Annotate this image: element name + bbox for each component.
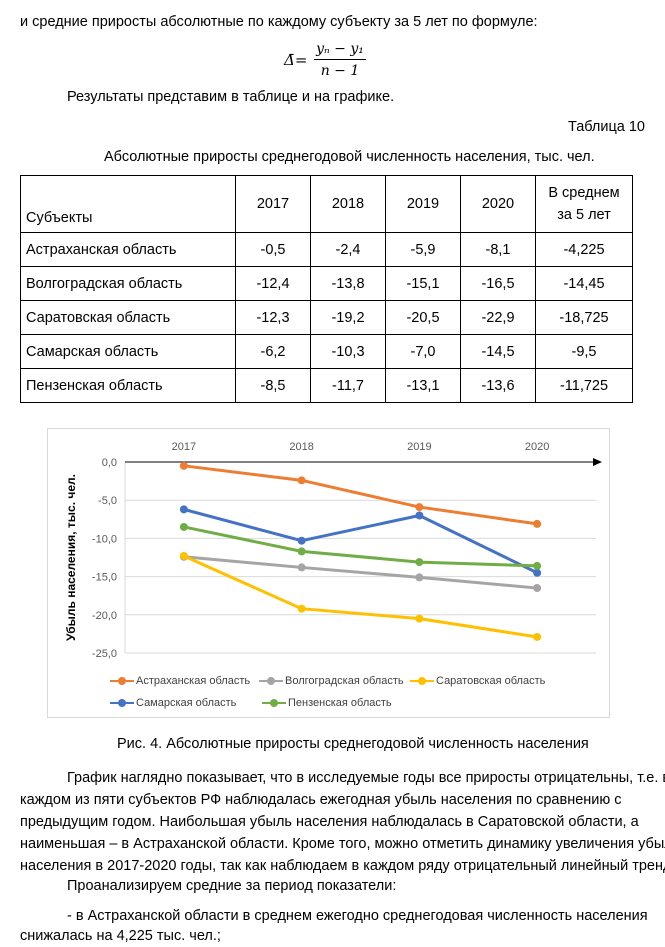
y-tick-label: -25,0 xyxy=(92,648,117,660)
legend-marker-icon xyxy=(262,699,286,707)
cell-value: -12,3 xyxy=(235,300,311,335)
data-point xyxy=(415,511,424,520)
cell-value: -12,4 xyxy=(235,266,311,301)
cell-value: -13,8 xyxy=(310,266,386,301)
series-line xyxy=(183,554,538,639)
cell-value: -2,4 xyxy=(310,232,386,267)
cell-value: -10,3 xyxy=(310,334,386,369)
legend-label: Астраханская область xyxy=(136,675,251,687)
data-point xyxy=(533,561,542,570)
data-point xyxy=(533,568,542,577)
cell-average: -14,45 xyxy=(535,266,633,301)
axis-arrow-icon xyxy=(593,458,602,466)
cell-average: -9,5 xyxy=(535,334,633,369)
astrakhan-note-line: снижалась на 4,225 тыс. чел.; xyxy=(20,928,221,944)
header-year-2017: 2017 xyxy=(235,175,311,233)
data-point xyxy=(415,558,424,567)
data-point xyxy=(297,604,306,613)
intro-text: и средние приросты абсолютные по каждому… xyxy=(20,14,538,30)
fraction-bar xyxy=(314,59,366,60)
chart-frame xyxy=(47,428,610,718)
series-line xyxy=(183,464,538,526)
data-point xyxy=(179,505,188,514)
astrakhan-note-line: - в Астраханской области в среднем ежего… xyxy=(67,908,648,924)
x-tick-label: 2020 xyxy=(525,441,549,453)
formula-lhs: Δ̄= xyxy=(284,51,308,69)
series-line xyxy=(183,525,538,568)
legend-marker-icon xyxy=(110,699,134,707)
cell-subject: Волгоградская область xyxy=(20,266,236,301)
x-tick-label: 2017 xyxy=(172,441,196,453)
results-text: Результаты представим в таблице и на гра… xyxy=(67,89,395,105)
cell-value: -16,5 xyxy=(460,266,536,301)
average-growth-formula: Δ̄= yₙ − y₁ n − 1 xyxy=(284,40,374,80)
data-point xyxy=(297,563,306,572)
legend-marker-icon xyxy=(410,677,434,685)
data-point xyxy=(415,573,424,582)
header-average: В среднем за 5 лет xyxy=(535,175,633,233)
data-point xyxy=(415,614,424,623)
series-line xyxy=(183,507,538,575)
data-point xyxy=(533,632,542,641)
cell-subject: Пензенская область xyxy=(20,368,236,403)
table-row: Пензенская область -8,5 -11,7 -13,1 -13,… xyxy=(20,368,633,403)
y-tick-label: -10,0 xyxy=(92,533,117,545)
cell-value: -22,9 xyxy=(460,300,536,335)
formula-numerator: yₙ − y₁ xyxy=(316,41,364,57)
cell-value: -13,1 xyxy=(385,368,461,403)
data-point xyxy=(179,461,188,470)
analysis-paragraph-line: График наглядно показывает, что в исслед… xyxy=(67,770,665,786)
data-point xyxy=(533,584,542,593)
data-point xyxy=(297,536,306,545)
legend-label: Волгоградская область xyxy=(285,675,404,687)
table-label: Таблица 10 xyxy=(567,119,645,135)
header-average-line1: В среднем xyxy=(548,185,620,201)
figure-caption: Рис. 4. Абсолютные приросты среднегодово… xyxy=(117,736,589,752)
data-point xyxy=(179,551,188,560)
legend-label: Самарская область xyxy=(136,697,237,709)
table-row: Самарская область -6,2 -10,3 -7,0 -14,5 … xyxy=(20,334,633,369)
averages-intro: Проанализируем средние за период показат… xyxy=(67,878,397,894)
cell-average: -4,225 xyxy=(535,232,633,267)
table-header-row: Субъекты 2017 2018 2019 2020 В среднем з… xyxy=(20,175,633,233)
legend-label: Саратовская область xyxy=(436,675,546,687)
table-row: Саратовская область -12,3 -19,2 -20,5 -2… xyxy=(20,300,633,335)
cell-value: -13,6 xyxy=(460,368,536,403)
x-tick-label: 2019 xyxy=(407,441,431,453)
legend-marker-icon xyxy=(110,677,134,685)
y-tick-label: -20,0 xyxy=(92,610,117,622)
y-tick-label: 0,0 xyxy=(102,457,117,469)
y-tick-label: -15,0 xyxy=(92,572,117,584)
series-line xyxy=(183,555,538,590)
data-point xyxy=(297,476,306,485)
formula-fraction: yₙ − y₁ n − 1 xyxy=(314,40,366,80)
analysis-paragraph-line: наименьшая – в Астраханской области. Кро… xyxy=(20,836,665,852)
cell-value: -11,7 xyxy=(310,368,386,403)
formula-denominator: n − 1 xyxy=(320,63,360,79)
growth-table: Субъекты 2017 2018 2019 2020 В среднем з… xyxy=(20,175,633,403)
data-point xyxy=(297,547,306,556)
y-axis-title: Убыль населения, тыс. чел. xyxy=(64,474,78,641)
cell-average: -11,725 xyxy=(535,368,633,403)
x-tick-label: 2018 xyxy=(289,441,313,453)
header-year-2020: 2020 xyxy=(460,175,536,233)
cell-value: -8,5 xyxy=(235,368,311,403)
data-point xyxy=(415,503,424,512)
cell-value: -14,5 xyxy=(460,334,536,369)
legend-label: Пензенская область xyxy=(288,697,392,709)
analysis-paragraph-line: каждом из пяти субъектов РФ наблюдалась … xyxy=(20,792,622,808)
legend-marker-icon xyxy=(259,677,283,685)
analysis-paragraph-line: населения в 2017-2020 годы, так как набл… xyxy=(20,858,665,874)
table-row: Волгоградская область -12,4 -13,8 -15,1 … xyxy=(20,266,633,301)
y-tick-label: -5,0 xyxy=(98,495,117,507)
cell-value: -0,5 xyxy=(235,232,311,267)
data-point xyxy=(533,519,542,528)
table-title: Абсолютные приросты среднегодовой числен… xyxy=(104,149,595,165)
analysis-paragraph-line: предыдущим годом. Наибольшая убыль насел… xyxy=(20,814,639,830)
data-point xyxy=(179,522,188,531)
header-average-line2: за 5 лет xyxy=(557,207,611,223)
